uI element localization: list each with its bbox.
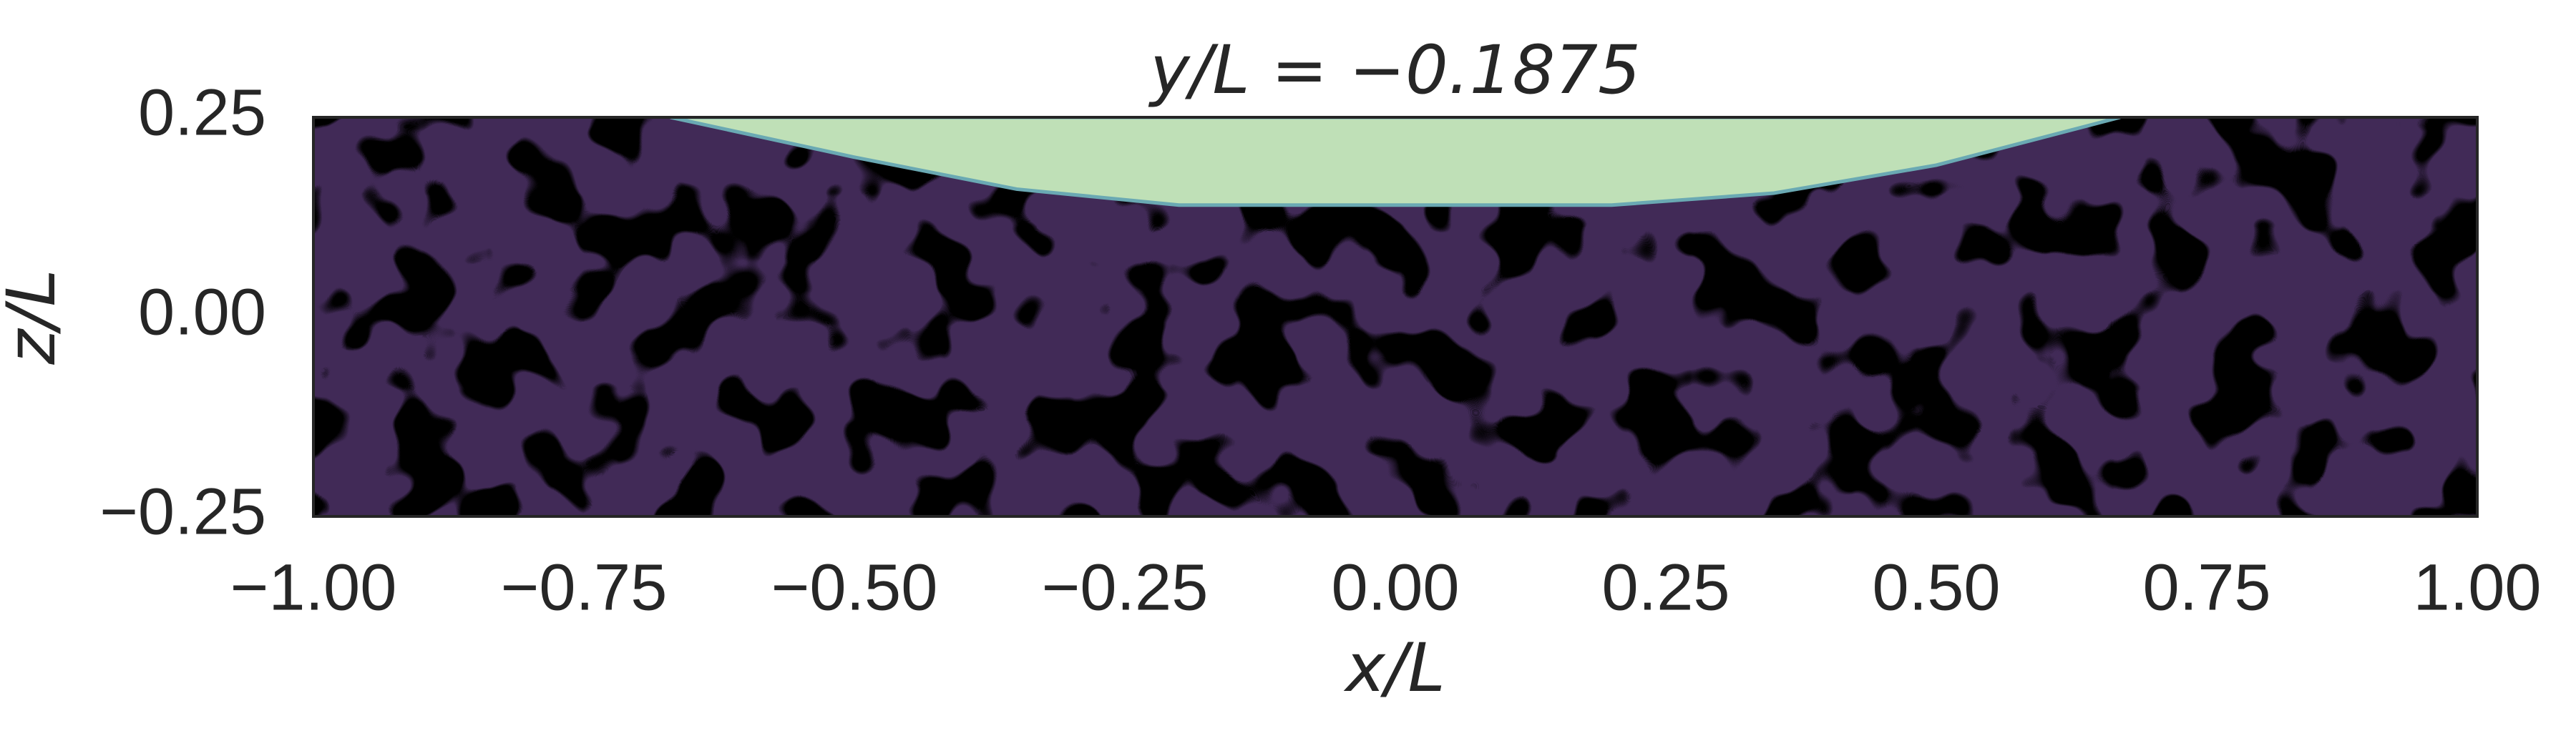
x-tick-label: 0.75 <box>2142 551 2270 624</box>
x-tick-label: −0.50 <box>771 551 938 624</box>
y-axis-label: z/L <box>0 269 71 365</box>
x-tick-label: −1.00 <box>230 551 397 624</box>
x-tick-label: 0.00 <box>1331 551 1459 624</box>
plot-area <box>313 117 2477 516</box>
x-axis-label: x/L <box>1343 629 1445 707</box>
chart-title: y/L = −0.1875 <box>1148 31 1641 109</box>
y-tick-label: 0.00 <box>138 275 266 348</box>
axes-frame <box>312 116 2479 518</box>
x-tick-label: 0.25 <box>1601 551 1729 624</box>
y-tick-label: −0.25 <box>99 475 266 548</box>
y-tick-label: 0.25 <box>138 76 266 149</box>
x-tick-label: 0.50 <box>1872 551 2000 624</box>
x-tick-label: −0.75 <box>501 551 668 624</box>
x-tick-label: −0.25 <box>1042 551 1209 624</box>
x-tick-label: 1.00 <box>2413 551 2541 624</box>
interface-region <box>670 117 2121 207</box>
